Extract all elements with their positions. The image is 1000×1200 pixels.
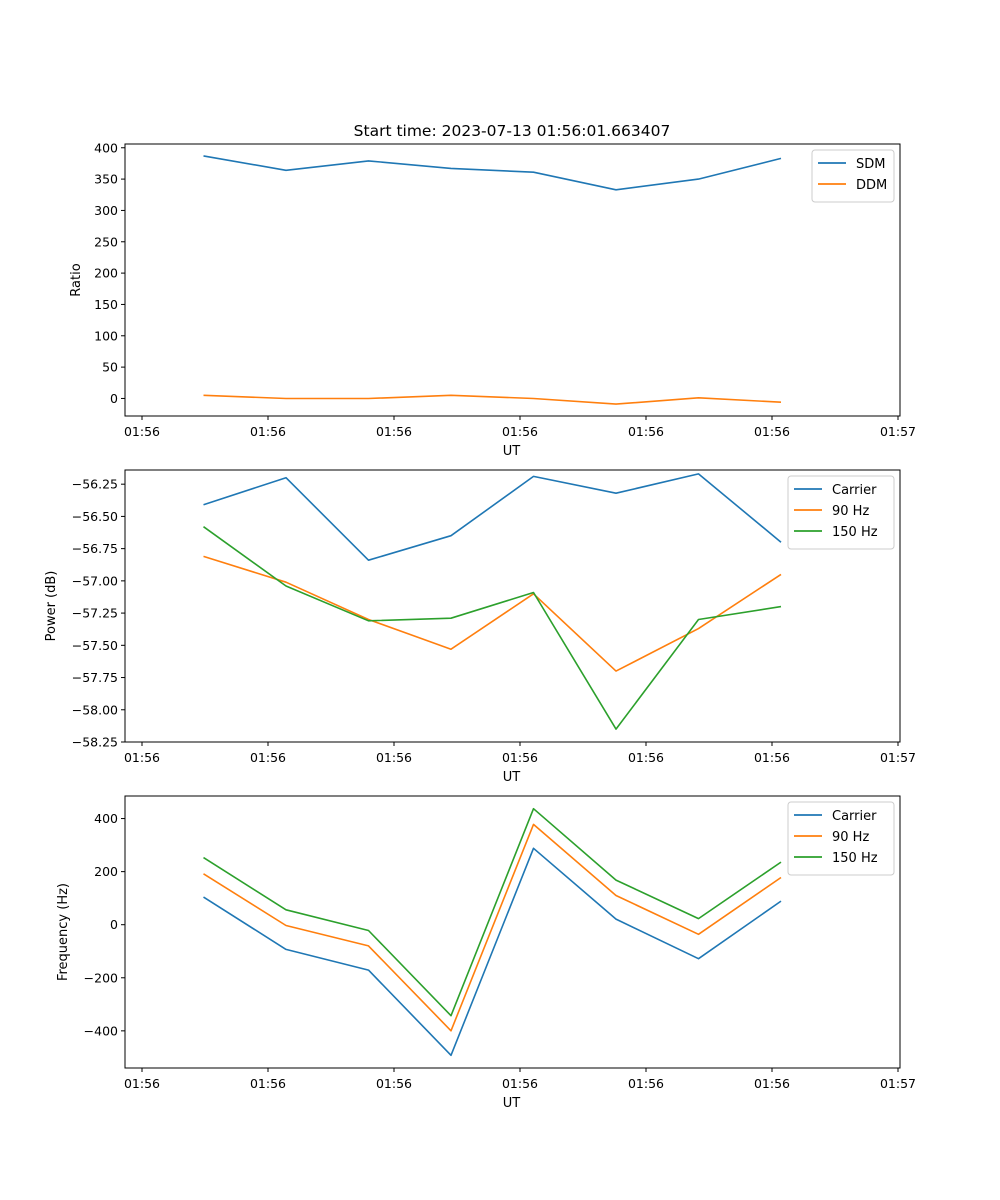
x-tick-label: 01:56 [376, 1076, 412, 1091]
x-tick-label: 01:57 [880, 1076, 916, 1091]
x-tick-label: 01:56 [502, 424, 538, 439]
panels: 01:56 01:56 01:56 01:56 01:56 01:56 01:57 0 50 10… [44, 140, 916, 1111]
series-line-90-hz [203, 555, 782, 672]
x-tick-label: 01:56 [628, 750, 664, 765]
x-tick-label: 01:57 [880, 424, 916, 439]
x-axis-label: UT [503, 444, 521, 459]
x-tick-label: 01:56 [250, 750, 286, 765]
series-line-150-hz [203, 526, 782, 730]
y-tick-label: 350 [94, 172, 118, 187]
x-tick-label: 01:56 [250, 1076, 286, 1091]
x-tick-label: 01:56 [754, 424, 790, 439]
chart-panel-2: 01:56 01:56 01:56 01:56 01:56 01:56 01:57 −56.2… [44, 469, 916, 785]
y-tick-label: 400 [94, 811, 118, 826]
y-axis-label: Ratio [69, 263, 84, 296]
y-axis-label: Frequency (Hz) [56, 883, 71, 981]
plot-frame [124, 795, 901, 1069]
x-tick-label: 01:56 [376, 750, 412, 765]
y-tick-label: 250 [94, 234, 118, 249]
y-tick-label: 100 [94, 328, 118, 343]
series-line-sdm [203, 155, 782, 191]
y-tick-label: 0 [110, 917, 118, 932]
y-tick-label: 400 [94, 140, 118, 155]
legend-label: Carrier [832, 809, 877, 824]
x-tick-label: 01:56 [502, 750, 538, 765]
y-tick-label: 200 [94, 266, 118, 281]
series-line-150-hz [203, 807, 782, 1017]
legend-label: 90 Hz [832, 504, 869, 519]
chart-panel-1: 01:56 01:56 01:56 01:56 01:56 01:56 01:57 0 50 10… [69, 140, 916, 459]
legend-label: 150 Hz [832, 525, 878, 540]
y-tick-label: −56.50 [72, 509, 118, 524]
x-tick-label: 01:56 [124, 424, 160, 439]
x-axis-label: UT [503, 770, 521, 785]
x-tick-label: 01:56 [502, 1076, 538, 1091]
y-tick-label: −400 [84, 1023, 118, 1038]
y-tick-label: 300 [94, 203, 118, 218]
x-tick-label: 01:56 [376, 424, 412, 439]
y-tick-label: 50 [102, 360, 118, 375]
x-tick-label: 01:56 [124, 750, 160, 765]
y-tick-label: −57.00 [72, 573, 118, 588]
x-tick-label: 01:56 [628, 424, 664, 439]
y-tick-label: −200 [84, 970, 118, 985]
legend-label: 150 Hz [832, 851, 878, 866]
x-tick-label: 01:56 [628, 1076, 664, 1091]
legend-label: DDM [856, 178, 887, 193]
y-tick-label: −57.25 [72, 606, 118, 621]
series-line-ddm [203, 394, 782, 405]
y-tick-label: 200 [94, 864, 118, 879]
y-axis-label: Power (dB) [44, 571, 59, 642]
x-tick-label: 01:57 [880, 750, 916, 765]
series-line-carrier [203, 473, 782, 562]
legend-label: 90 Hz [832, 830, 869, 845]
x-tick-label: 01:56 [754, 750, 790, 765]
y-tick-label: −57.50 [72, 638, 118, 653]
series-line-carrier [203, 847, 782, 1057]
y-tick-label: −56.25 [72, 477, 118, 492]
y-tick-label: −58.25 [72, 735, 118, 750]
chart-panel-3: 01:56 01:56 01:56 01:56 01:56 01:56 01:57 −400 −… [56, 795, 916, 1111]
plot-frame [124, 143, 901, 417]
figure-title: Start time: 2023-07-13 01:56:01.663407 [354, 122, 671, 140]
y-tick-label: −57.75 [72, 670, 118, 685]
x-axis-label: UT [503, 1096, 521, 1111]
legend-label: Carrier [832, 483, 877, 498]
plot-frame [124, 469, 901, 743]
x-tick-label: 01:56 [124, 1076, 160, 1091]
x-tick-label: 01:56 [754, 1076, 790, 1091]
y-tick-label: 150 [94, 297, 118, 312]
legend-label: SDM [856, 157, 885, 172]
y-tick-label: −56.75 [72, 541, 118, 556]
y-tick-label: −58.00 [72, 702, 118, 717]
series-line-90-hz [203, 823, 782, 1032]
x-tick-label: 01:56 [250, 424, 286, 439]
y-tick-label: 0 [110, 391, 118, 406]
